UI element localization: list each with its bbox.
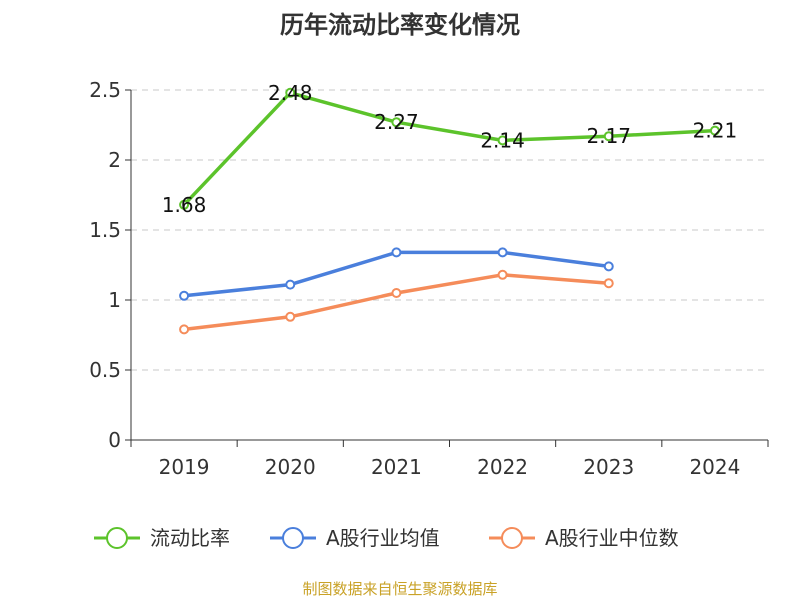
x-tick-label: 2020: [265, 455, 316, 479]
data-label: 2.14: [480, 128, 525, 152]
y-tick-label: 1: [108, 288, 121, 312]
y-tick-label: 2: [108, 148, 121, 172]
data-point: [285, 279, 296, 290]
data-point: [709, 125, 720, 136]
data-labels: 1.68 2.48 2.27 2.14 2.17 2.21: [162, 81, 737, 217]
x-tick-label: 2023: [583, 455, 634, 479]
data-point: [497, 247, 508, 258]
legend-label: 流动比率: [150, 526, 230, 550]
series-0: [179, 87, 720, 210]
data-point: [391, 247, 402, 258]
data-label: 2.21: [693, 119, 738, 143]
data-point: [285, 311, 296, 322]
data-point: [391, 288, 402, 298]
x-tick-label: 2024: [689, 455, 740, 479]
data-label: 2.17: [586, 124, 631, 148]
axes: 0 0.5 1 1.5 2 2.5 2019 2020 2021 2022 2023 2024: [89, 78, 769, 479]
x-tick-label: 2022: [477, 455, 528, 479]
source-note: 制图数据来自恒生聚源数据库: [302, 580, 497, 598]
data-point: [603, 131, 614, 142]
series-line: [182, 91, 717, 207]
y-tick-label: 2.5: [89, 78, 121, 102]
y-tick-label: 1.5: [89, 218, 121, 242]
y-tick-label: 0.5: [89, 358, 121, 382]
data-point: [497, 269, 508, 280]
series-1: [179, 247, 614, 301]
data-point: [603, 278, 614, 289]
grid-lines: [131, 89, 768, 371]
legend-marker: [501, 527, 523, 549]
data-point: [179, 324, 190, 335]
data-point: [497, 135, 508, 146]
series-2: [179, 269, 614, 335]
legend-label: A股行业中位数: [545, 526, 679, 550]
data-point: [603, 261, 614, 272]
data-label: 2.48: [268, 81, 313, 105]
data-point: [391, 117, 402, 128]
x-tick-label: 2019: [159, 455, 210, 479]
data-point: [179, 199, 190, 210]
x-tick-label: 2021: [371, 455, 422, 479]
chart-title: 历年流动比率变化情况: [280, 11, 520, 39]
data-point: [179, 290, 190, 301]
data-label: 2.27: [374, 110, 419, 134]
series-layer: [179, 87, 720, 335]
series-line: [182, 273, 611, 332]
legend-item: A股行业中位数: [489, 526, 679, 550]
data-label: 1.68: [162, 193, 207, 217]
y-tick-label: 0: [108, 428, 121, 452]
legend-item: 流动比率: [94, 526, 230, 550]
legend: 流动比率 A股行业均值 A股行业中位数: [94, 526, 679, 550]
legend-item: A股行业均值: [270, 526, 440, 550]
data-point: [285, 87, 296, 98]
legend-marker: [282, 527, 304, 549]
legend-marker: [106, 527, 128, 549]
legend-label: A股行业均值: [326, 526, 440, 550]
